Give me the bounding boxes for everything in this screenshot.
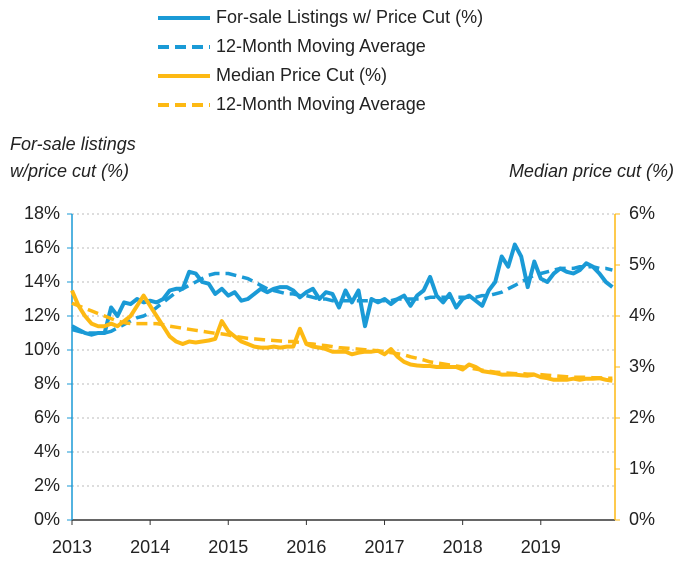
y2-tick-label: 0% [629,509,655,529]
y-tick-label: 16% [24,237,60,257]
series-line [71,264,613,335]
y-tick-label: 0% [34,509,60,529]
y-tick-label: 6% [34,407,60,427]
legend-label: 12-Month Moving Average [216,36,426,56]
y-axis-title: w/price cut (%) [10,161,129,181]
y2-axis-title: Median price cut (%) [509,161,674,181]
y-axis-title: For-sale listings [10,134,136,154]
y2-tick-label: 2% [629,407,655,427]
y-tick-label: 12% [24,305,60,325]
series-line [71,242,614,337]
y-tick-label: 14% [24,271,60,291]
legend-label: For-sale Listings w/ Price Cut (%) [216,7,483,27]
x-tick-label: 2014 [130,537,170,557]
y-tick-label: 10% [24,339,60,359]
y-tick-label: 8% [34,373,60,393]
y-tick-label: 18% [24,203,60,223]
series-line [71,301,613,380]
x-tick-label: 2013 [52,537,92,557]
y2-tick-label: 6% [629,203,655,223]
y-tick-label: 4% [34,441,60,461]
y2-tick-label: 1% [629,458,655,478]
x-tick-label: 2019 [521,537,561,557]
x-tick-label: 2018 [443,537,483,557]
legend-label: 12-Month Moving Average [216,94,426,114]
x-tick-label: 2015 [208,537,248,557]
y2-tick-label: 4% [629,305,655,325]
y2-tick-label: 5% [629,254,655,274]
y2-tick-label: 3% [629,356,655,376]
x-tick-label: 2017 [364,537,404,557]
x-tick-label: 2016 [286,537,326,557]
y-tick-label: 2% [34,475,60,495]
legend-label: Median Price Cut (%) [216,65,387,85]
